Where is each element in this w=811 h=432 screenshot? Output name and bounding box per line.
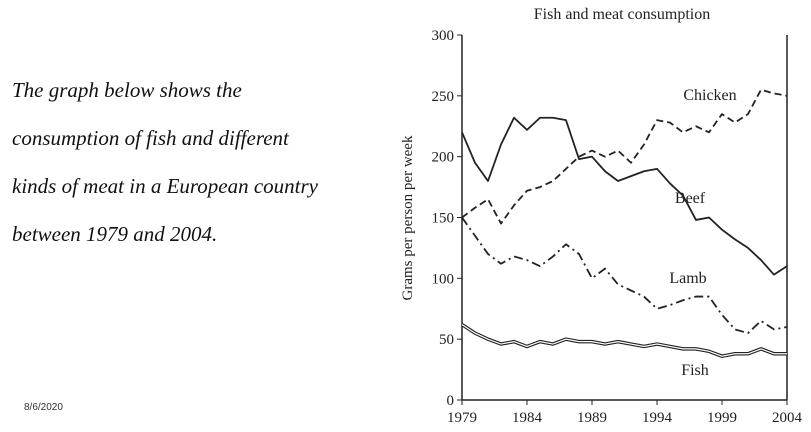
y-tick-label: 250	[432, 89, 455, 105]
y-tick-label: 0	[447, 393, 455, 409]
series-label: Lamb	[669, 270, 706, 287]
y-tick-label: 200	[432, 150, 455, 166]
series-line	[461, 323, 787, 358]
series-line-inner	[461, 324, 787, 357]
y-tick-label: 100	[432, 271, 455, 287]
y-axis-label: Grams per person per week	[400, 135, 416, 300]
series-line	[461, 88, 788, 225]
series-line	[461, 216, 788, 334]
series-label: Fish	[681, 362, 709, 379]
intro-line: between 1979 and 2004.	[12, 222, 217, 246]
x-tick-label: 1984	[512, 410, 543, 426]
chart-title: Fish and meat consumption	[534, 6, 710, 23]
intro-line: kinds of meat in a European country	[12, 174, 319, 198]
date: 8/6/2020	[24, 402, 63, 413]
x-tick-label: 1989	[577, 410, 607, 426]
x-tick-label: 1999	[707, 410, 737, 426]
intro-line: consumption of fish and different	[12, 126, 290, 150]
intro-line: The graph below shows the	[12, 78, 242, 102]
series-label: Beef	[675, 190, 706, 207]
x-tick-label: 2004	[772, 410, 803, 426]
intro-text: The graph below shows the consumption of …	[12, 78, 319, 246]
x-tick-label: 1979	[447, 410, 477, 426]
y-tick-label: 50	[439, 332, 454, 348]
x-tick-label: 1994	[642, 410, 673, 426]
series-label: Chicken	[683, 87, 736, 104]
y-tick-label: 150	[432, 211, 455, 227]
series-line	[461, 116, 788, 276]
y-tick-label: 300	[432, 28, 455, 44]
